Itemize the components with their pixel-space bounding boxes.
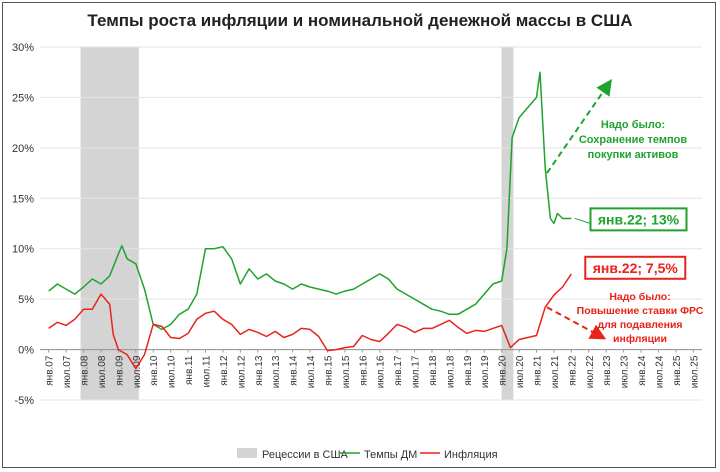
- x-tick-label: янв.21: [533, 355, 544, 386]
- x-tick-label: июл.20: [515, 355, 526, 388]
- annotation-notes: янв.22; 13% янв.22; 7,5% Надо было: Сохране…: [577, 119, 704, 345]
- x-tick-label: янв.17: [393, 355, 404, 386]
- legend-label-money: Темпы ДМ: [364, 449, 417, 461]
- x-tick-label: янв.07: [45, 355, 56, 386]
- inflation-line: [48, 273, 572, 370]
- legend-swatch-recession: [237, 448, 257, 458]
- inflation-callout-text: янв.22; 7,5%: [593, 260, 679, 276]
- green-dashed-arrow: [546, 79, 612, 174]
- legend: Рецессии в США Темпы ДМ Инфляция: [237, 448, 498, 461]
- x-tick-label: июл.10: [167, 355, 178, 388]
- y-tick-label: 0%: [18, 345, 34, 357]
- y-tick-label: 10%: [12, 244, 34, 256]
- x-tick-label: янв.14: [289, 355, 300, 386]
- legend-label-inflation: Инфляция: [444, 449, 498, 461]
- green-note-line: покупки активов: [588, 149, 679, 161]
- x-tick-label: июл.14: [306, 355, 317, 388]
- x-tick-label: янв.18: [428, 355, 439, 386]
- money-callout-text: янв.22; 13%: [598, 211, 680, 227]
- x-tick-label: янв.15: [323, 355, 334, 386]
- x-tick-label: июл.07: [62, 355, 73, 388]
- x-tick-label: июл.23: [620, 355, 631, 388]
- x-tick-label: июл.09: [132, 355, 143, 388]
- x-tick-label: янв.16: [358, 355, 369, 386]
- x-tick-label: июл.11: [202, 355, 213, 387]
- x-tick-label: июл.18: [445, 355, 456, 388]
- y-tick-label: 20%: [12, 143, 34, 155]
- inflation-callout-box: [584, 255, 687, 280]
- x-tick-label: янв.09: [114, 355, 125, 386]
- y-tick-label: 25%: [12, 92, 34, 104]
- x-tick-label: янв.23: [602, 355, 613, 386]
- y-axis-ticks: 30% 25% 20% 15% 10% 5% 0% -5%: [12, 42, 34, 407]
- red-note-line: Повышение ставки ФРС: [577, 305, 704, 317]
- x-tick-label: июл.19: [480, 355, 491, 388]
- x-tick-label: янв.12: [219, 355, 230, 386]
- gridlines: [40, 46, 702, 401]
- chart-frame: [2, 2, 716, 468]
- x-tick-label: июл.16: [376, 355, 387, 388]
- x-tick-label: янв.25: [672, 355, 683, 386]
- red-note-line: инфляции: [613, 333, 667, 345]
- x-tick-label: янв.20: [498, 355, 509, 386]
- x-tick-label: янв.08: [80, 355, 91, 386]
- x-tick-label: янв.11: [184, 355, 195, 385]
- money-callout-box: [589, 207, 688, 232]
- x-tick-label: янв.22: [567, 355, 578, 386]
- recession-band: [80, 47, 139, 400]
- legend-label-recession: Рецессии в США: [262, 449, 349, 461]
- annotation-arrows: [546, 79, 612, 340]
- green-note-line: Сохранение темпов: [579, 134, 688, 146]
- y-tick-label: -5%: [14, 395, 34, 407]
- x-tick-label: июл.21: [550, 355, 561, 388]
- red-note-line: для подавления: [597, 319, 682, 331]
- x-tick-label: июл.22: [585, 355, 596, 388]
- x-tick-label: июл.17: [411, 355, 422, 388]
- y-tick-label: 5%: [18, 294, 34, 306]
- x-tick-label: июл.08: [97, 355, 108, 388]
- x-tick-label: июл.15: [341, 355, 352, 388]
- x-tick-label: янв.19: [463, 355, 474, 386]
- x-tick-label: июл.12: [236, 355, 247, 388]
- y-tick-label: 30%: [12, 42, 34, 54]
- series-lines: [48, 71, 572, 370]
- x-tick-label: июл.25: [689, 355, 700, 388]
- green-note-line: Надо было:: [601, 119, 665, 131]
- x-tick-label: июл.13: [271, 355, 282, 388]
- y-tick-label: 15%: [12, 193, 34, 205]
- x-tick-label: янв.24: [637, 355, 648, 386]
- red-note-line: Надо было:: [609, 291, 670, 303]
- chart-title: Темпы роста инфляции и номинальной денеж…: [87, 11, 632, 30]
- recession-bands: [80, 47, 514, 400]
- red-dashed-arrow: [546, 306, 607, 340]
- x-tick-label: июл.24: [654, 355, 665, 388]
- x-axis-ticks: янв.07 июл.07 янв.08 июл.08 янв.09 июл.09 янв.…: [45, 349, 700, 388]
- x-tick-label: янв.10: [149, 355, 160, 386]
- money-growth-line: [48, 71, 572, 331]
- x-tick-label: янв.13: [254, 355, 265, 386]
- money-callout-leader: [574, 217, 591, 224]
